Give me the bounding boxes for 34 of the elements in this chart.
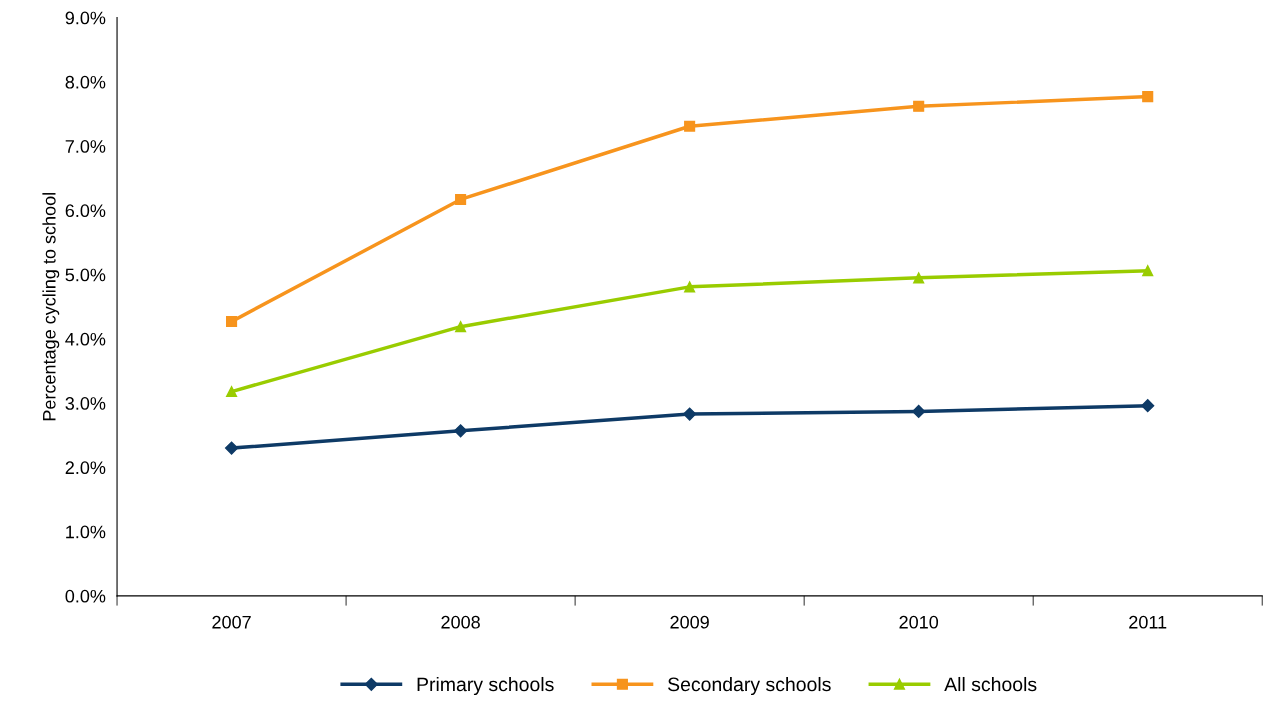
point <box>454 424 468 438</box>
y-tick-label: 2.0% <box>65 461 106 475</box>
y-tick-label: 9.0% <box>65 11 106 25</box>
legend-label: Secondary schools <box>668 676 831 696</box>
legend-label: Primary schools <box>417 676 554 696</box>
y-tick-label: 4.0% <box>65 332 106 346</box>
point <box>224 441 239 455</box>
point <box>684 120 696 132</box>
point <box>226 315 238 328</box>
point <box>683 407 697 421</box>
x-tick-label: 2010 <box>899 615 939 629</box>
point <box>913 100 925 112</box>
point <box>684 281 696 293</box>
point <box>226 386 238 398</box>
legend-label: All schools <box>944 676 1037 692</box>
y-tick-label: 8.0% <box>65 75 106 89</box>
point <box>455 193 467 206</box>
y-tick-label: 6.0% <box>65 204 106 218</box>
point <box>912 404 926 419</box>
y-tick-label: 7.0% <box>65 140 106 153</box>
y-tick-label: 5.0% <box>65 268 106 282</box>
point <box>913 272 925 284</box>
x-tick-label: 2009 <box>670 615 709 629</box>
point <box>455 321 467 333</box>
y-tick-label: 0.0% <box>65 589 106 603</box>
x-tick-label: 2011 <box>1129 615 1167 629</box>
x-tick-label: 2007 <box>212 615 251 629</box>
y-axis-title: Percentage cycling to school <box>42 193 60 421</box>
y-tick-label: 1.0% <box>66 525 106 539</box>
point <box>1142 91 1154 103</box>
x-tick-label: 2008 <box>441 615 480 629</box>
point <box>1142 265 1154 277</box>
y-tick-label: 3.0% <box>65 397 106 410</box>
point <box>1141 399 1155 413</box>
